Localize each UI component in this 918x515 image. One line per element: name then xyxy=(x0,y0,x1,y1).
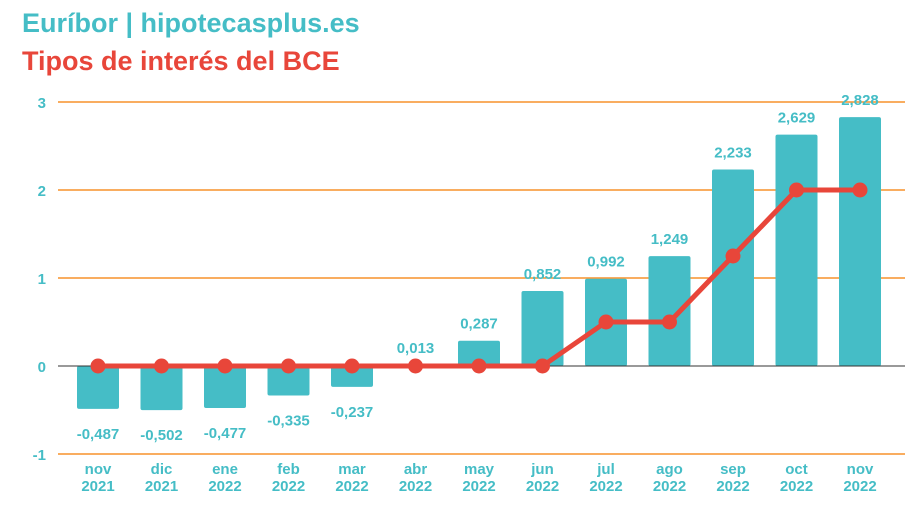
bar-value-label: 0,992 xyxy=(587,254,625,271)
x-tick-year: 2022 xyxy=(462,478,495,495)
x-tick-month: ago xyxy=(656,461,683,478)
x-tick-year: 2022 xyxy=(653,478,686,495)
euribor-bar xyxy=(140,366,183,411)
x-tick-month: abr xyxy=(404,461,428,478)
bar-value-label: 2,233 xyxy=(714,144,752,161)
x-tick-year: 2022 xyxy=(272,478,305,495)
euribor-bar xyxy=(648,256,691,366)
bar-value-label: -0,487 xyxy=(77,426,120,443)
bce-rate-point xyxy=(789,182,804,198)
y-tick-label: 2 xyxy=(38,183,46,200)
x-tick-year: 2022 xyxy=(399,478,432,495)
euribor-bar xyxy=(712,169,754,366)
x-tick-month: dic xyxy=(151,461,173,478)
x-tick-year: 2022 xyxy=(780,478,813,495)
bce-rate-point xyxy=(408,358,423,374)
x-tick-year: 2022 xyxy=(526,478,559,495)
bce-rate-point xyxy=(598,314,614,330)
x-tick-month: may xyxy=(464,461,495,478)
euribor-bar xyxy=(521,291,564,366)
bce-rate-point xyxy=(281,358,296,374)
x-tick-year: 2022 xyxy=(843,478,876,495)
y-tick-label: 1 xyxy=(38,271,46,288)
bce-rate-point xyxy=(344,358,360,374)
bce-rate-point xyxy=(662,314,677,330)
euribor-bar xyxy=(458,340,500,366)
x-tick-month: oct xyxy=(785,461,808,478)
x-tick-month: jun xyxy=(530,461,554,478)
euribor-bar xyxy=(267,366,310,396)
bar-value-label: -0,477 xyxy=(204,425,247,442)
chart-subtitle: Tipos de interés del BCE xyxy=(22,46,340,76)
bce-rate-point xyxy=(217,358,233,374)
x-tick-year: 2022 xyxy=(716,478,749,495)
x-tick-month: feb xyxy=(277,461,300,478)
bce-rate-point xyxy=(535,358,550,374)
bar-value-label: 0,287 xyxy=(460,316,498,333)
bar-value-label: 1,249 xyxy=(651,231,689,248)
y-tick-label: 0 xyxy=(38,359,46,376)
euribor-bar xyxy=(204,366,246,408)
euribor-bar xyxy=(77,366,119,409)
bce-rate-point xyxy=(725,248,741,264)
bce-rate-point xyxy=(154,358,169,374)
euribor-bar xyxy=(775,134,818,366)
bar-value-label: 2,629 xyxy=(778,110,816,127)
chart-title: Euríbor | hipotecasplus.es xyxy=(22,8,360,38)
x-tick-month: mar xyxy=(338,461,366,478)
x-tick-year: 2022 xyxy=(208,478,241,495)
euribor-bar xyxy=(331,366,373,387)
bar-value-label: 0,013 xyxy=(397,340,435,357)
y-tick-label: 3 xyxy=(38,95,46,112)
x-tick-month: ene xyxy=(212,461,238,478)
x-tick-month: sep xyxy=(720,461,746,478)
bar-value-label: -0,335 xyxy=(267,412,310,429)
x-tick-month: jul xyxy=(596,461,615,478)
bar-value-label: -0,237 xyxy=(331,404,374,421)
x-tick-year: 2022 xyxy=(589,478,622,495)
bar-value-label: -0,502 xyxy=(140,427,183,444)
x-tick-month: nov xyxy=(847,461,874,478)
x-tick-year: 2022 xyxy=(335,478,368,495)
bar-value-label: 0,852 xyxy=(524,266,562,283)
y-tick-label: -1 xyxy=(33,447,46,464)
bce-rate-point xyxy=(90,358,106,374)
x-tick-year: 2021 xyxy=(145,478,178,495)
x-tick-year: 2021 xyxy=(81,478,114,495)
euribor-bar xyxy=(839,117,881,366)
x-tick-month: nov xyxy=(85,461,112,478)
bce-rate-point xyxy=(471,358,487,374)
bar-value-label: 2,828 xyxy=(841,92,879,109)
bce-rate-point xyxy=(852,182,868,198)
